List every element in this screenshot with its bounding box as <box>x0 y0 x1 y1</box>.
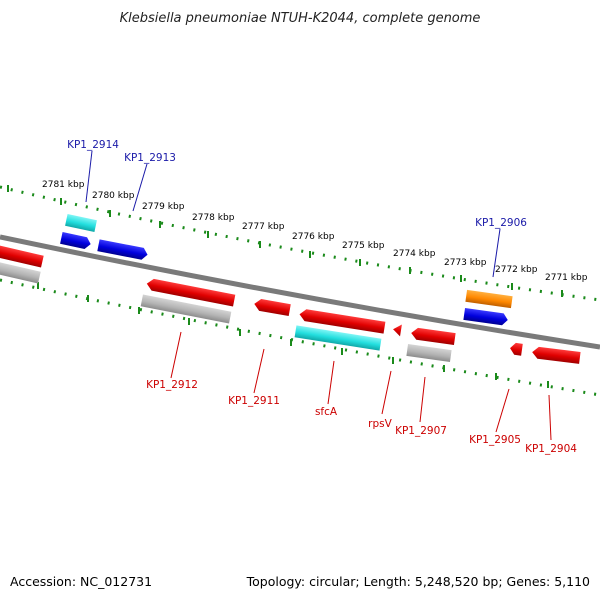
scale-label-2774: 2774 kbp <box>393 249 436 259</box>
gene-left-edge-cds[interactable] <box>0 259 41 284</box>
gene-KP1_2914[interactable] <box>60 232 92 250</box>
scale-label-2780: 2780 kbp <box>92 191 135 201</box>
gene-KP1_2911[interactable] <box>253 298 291 317</box>
label-rpsV[interactable]: rpsV <box>368 418 392 430</box>
gene-sfcA-cds[interactable] <box>294 325 382 351</box>
gene-KP1_2907-cds[interactable] <box>406 343 452 363</box>
accession-text: Accession: NC_012731 <box>10 574 152 589</box>
label-sfcA[interactable]: sfcA <box>315 406 338 418</box>
label-KP1_2914[interactable]: KP1_2914 <box>67 139 119 151</box>
label-KP1_2907[interactable]: KP1_2907 <box>395 425 447 437</box>
map-title: Klebsiella pneumoniae NTUH-K2044, comple… <box>120 11 481 26</box>
scale-label-2778: 2778 kbp <box>192 213 235 223</box>
inner-major-ticks <box>37 282 549 388</box>
gene-KP1_2904[interactable] <box>531 346 581 364</box>
scale-label-2781: 2781 kbp <box>42 180 85 190</box>
scale-label-2772: 2772 kbp <box>495 265 538 275</box>
reverse-features <box>0 243 581 364</box>
scale-label-2779: 2779 kbp <box>142 202 185 212</box>
scale-labels: 2781 kbp 2780 kbp 2779 kbp 2778 kbp 2777… <box>42 180 588 283</box>
gene-left-edge[interactable] <box>0 243 44 268</box>
gene-rpsV[interactable] <box>392 323 402 337</box>
label-KP1_2906[interactable]: KP1_2906 <box>475 217 527 229</box>
label-KP1_2912[interactable]: KP1_2912 <box>146 379 198 391</box>
scale-label-2773: 2773 kbp <box>444 258 487 268</box>
genome-backbone <box>0 234 600 350</box>
leader-lines-bottom <box>170 331 552 441</box>
label-KP1_2913[interactable]: KP1_2913 <box>124 152 176 164</box>
scale-label-2776: 2776 kbp <box>292 232 335 242</box>
gene-sfcA[interactable] <box>299 308 386 334</box>
gene-KP1_2906[interactable] <box>463 307 508 326</box>
gene-KP1_2912[interactable] <box>146 278 236 307</box>
gene-KP1_2912-cds[interactable] <box>140 294 232 324</box>
label-KP1_2911[interactable]: KP1_2911 <box>228 395 280 407</box>
leader-lines-top <box>85 150 501 278</box>
forward-features <box>60 214 513 326</box>
label-KP1_2905[interactable]: KP1_2905 <box>469 434 521 446</box>
gene-KP1_2913[interactable] <box>97 239 148 260</box>
genome-summary-text: Topology: circular; Length: 5,248,520 bp… <box>246 574 590 589</box>
gene-KP1_2906-feature[interactable] <box>465 289 513 309</box>
label-KP1_2904[interactable]: KP1_2904 <box>525 443 577 455</box>
gene-KP1_2914-cds[interactable] <box>65 214 97 232</box>
scale-label-2777: 2777 kbp <box>242 222 285 232</box>
outer-major-ticks <box>7 185 563 297</box>
gene-KP1_2907[interactable] <box>410 327 456 346</box>
gene-KP1_2905[interactable] <box>509 342 523 356</box>
scale-label-2775: 2775 kbp <box>342 241 385 251</box>
scale-label-2771: 2771 kbp <box>545 273 588 283</box>
